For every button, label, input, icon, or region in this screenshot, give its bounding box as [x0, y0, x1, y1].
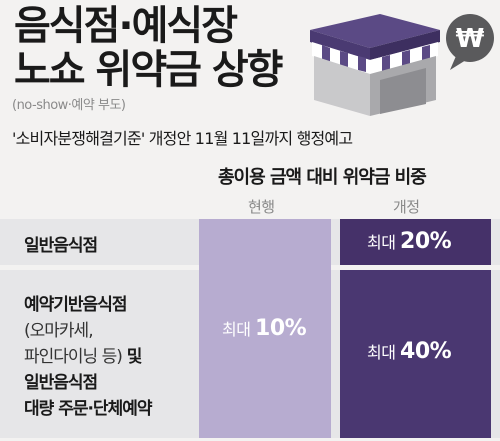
revised-value-general: 최대 20%	[367, 229, 452, 254]
revised-value-general-prefix: 최대	[367, 233, 396, 252]
row-label-general-restaurant: 일반음식점	[24, 236, 98, 256]
current-value-number: 10%	[255, 316, 307, 341]
revised-value-reservation-number: 40%	[400, 339, 452, 364]
row-label-line-3a: 파인다이닝 등)	[24, 347, 123, 367]
page-title: 음식점·예식장 노쇼 위약금 상향	[14, 3, 283, 93]
store-illustration: ₩	[310, 14, 494, 116]
store-awning-icon	[310, 14, 440, 116]
column-header-current: 현행	[248, 198, 275, 216]
won-speech-bubble-icon: ₩	[446, 14, 494, 70]
column-header-revised: 개정	[393, 198, 420, 216]
revised-cell-general	[340, 219, 491, 265]
current-column-cell	[199, 219, 331, 438]
row-label-line-3: 파인다이닝 등) 및	[24, 344, 152, 370]
current-value-prefix: 최대	[222, 320, 251, 339]
row-label-line-1: 예약기반음식점	[24, 295, 127, 315]
won-symbol: ₩	[456, 24, 485, 54]
revised-value-general-number: 20%	[400, 229, 452, 254]
title-line-1: 음식점·예식장	[14, 3, 238, 49]
row-label-line-5: 대량 주문·단체예약	[24, 399, 152, 419]
row-label-reservation-restaurant: 예약기반음식점 (오마카세, 파인다이닝 등) 및 일반음식점 대량 주문·단체…	[24, 292, 152, 422]
table-caption: 총이용 금액 대비 위약금 비중	[218, 167, 427, 188]
revised-value-reservation-prefix: 최대	[367, 343, 396, 362]
notice-text: '소비자분쟁해결기준' 개정안 11월 11일까지 행정예고	[12, 129, 353, 148]
row-label-line-2: (오마카세,	[24, 321, 94, 341]
revised-value-reservation: 최대 40%	[367, 339, 452, 364]
row-label-line-4: 일반음식점	[24, 373, 98, 393]
revised-cell-reservation	[340, 270, 491, 438]
title-line-2: 노쇼 위약금 상향	[14, 47, 283, 93]
subtitle: (no-show·예약 부도)	[12, 98, 126, 113]
row-label-line-3b: 및	[121, 347, 143, 367]
current-value: 최대 10%	[222, 316, 307, 341]
